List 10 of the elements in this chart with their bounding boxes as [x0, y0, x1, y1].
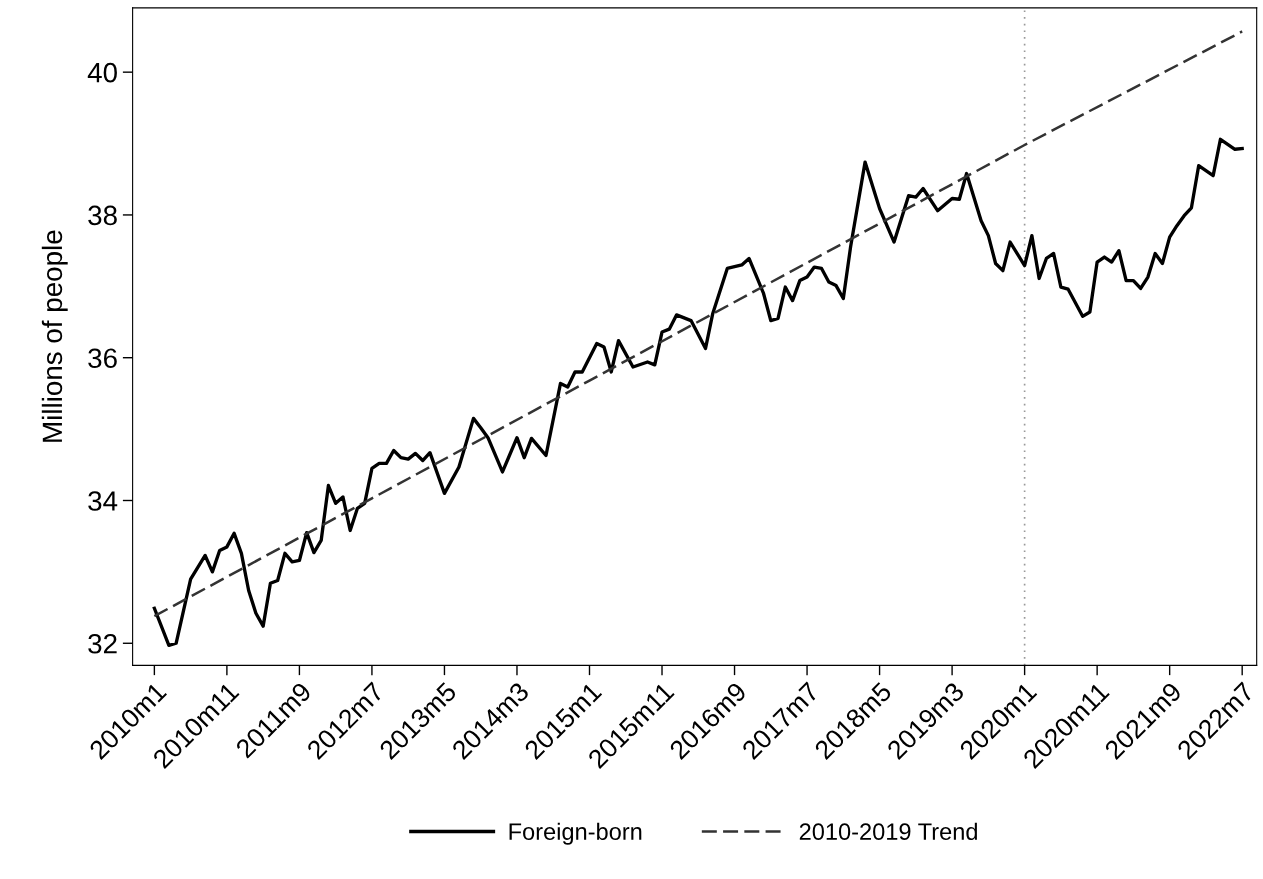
line-series	[153, 30, 1244, 618]
legend-label: 2010-2019 Trend	[799, 822, 977, 841]
y-tick-label: 34	[88, 491, 118, 511]
line-series	[152, 137, 1244, 648]
y-tick-label: 38	[88, 205, 117, 226]
y-axis-title: Millions of people	[41, 230, 68, 442]
legend-label: Foreign-born	[509, 822, 642, 845]
y-tick-label: 40	[87, 62, 117, 83]
y-tick-label: 36	[88, 348, 117, 369]
y-tick-label: 32	[88, 633, 117, 654]
